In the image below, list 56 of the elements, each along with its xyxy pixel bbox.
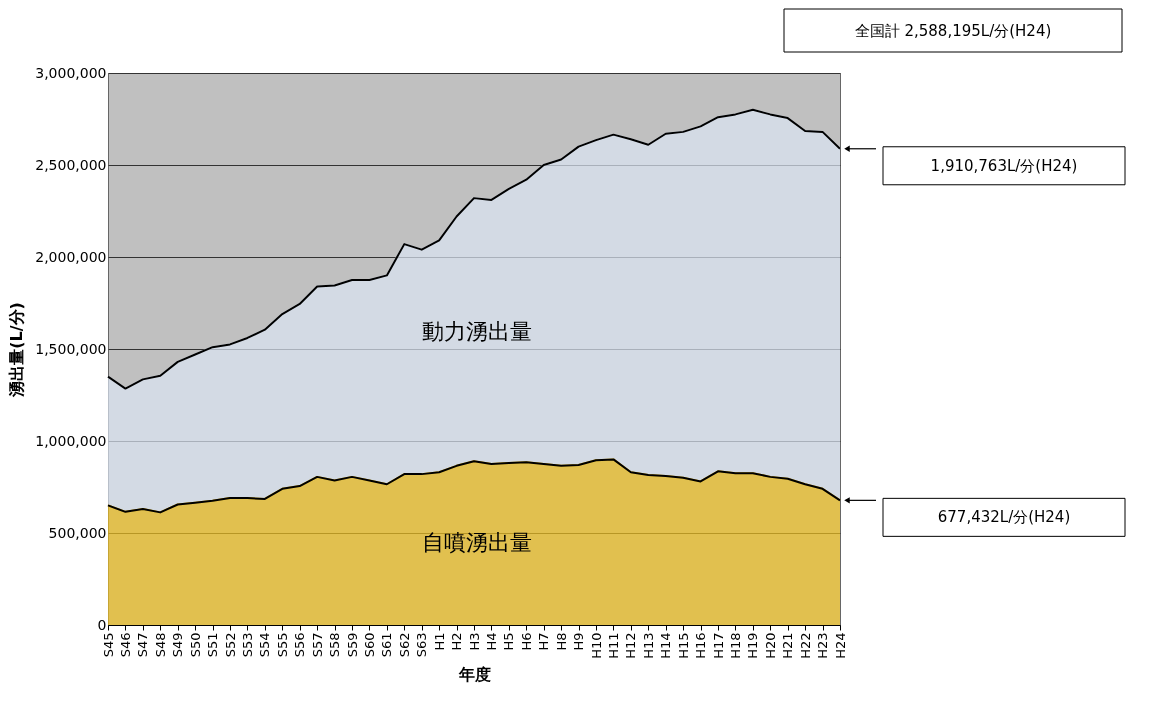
x-tick-label: S55 <box>274 632 290 658</box>
x-tick-label: H20 <box>762 632 778 659</box>
x-tick-label: H22 <box>797 632 813 659</box>
x-tick-label: S52 <box>222 632 238 658</box>
x-tick-label: S47 <box>135 632 151 658</box>
x-tick-label: H4 <box>483 632 499 651</box>
x-tick-label: S50 <box>187 632 203 658</box>
x-tick-label: H10 <box>588 632 604 659</box>
x-tick-label: H14 <box>658 632 674 659</box>
y-tick-label: 2,000,000 <box>35 248 107 265</box>
x-tick-label: H5 <box>501 632 517 651</box>
x-tick-label: S59 <box>344 632 360 658</box>
x-tick-label: H11 <box>605 632 621 659</box>
x-tick-label: S49 <box>170 632 186 658</box>
x-tick-label: H2 <box>449 632 465 651</box>
x-tick-label: S58 <box>327 632 343 658</box>
series-label: 動力湧出量 <box>422 319 532 344</box>
x-tick-label: S63 <box>414 632 430 658</box>
y-tick-label: 500,000 <box>48 524 107 541</box>
x-tick-label: H6 <box>518 632 534 651</box>
x-tick-label: H3 <box>466 632 482 651</box>
y-tick-label: 1,000,000 <box>35 432 107 449</box>
x-tick-label: H18 <box>727 632 743 659</box>
x-tick-label: H21 <box>780 632 796 659</box>
x-tick-label: H9 <box>571 632 587 651</box>
x-tick-label: S56 <box>292 632 308 658</box>
x-tick-label: S62 <box>396 632 412 658</box>
y-tick-label: 1,500,000 <box>35 340 107 357</box>
x-tick-label: H16 <box>693 632 709 659</box>
x-tick-label: S53 <box>239 632 255 658</box>
text: 全国計 2,588,195L/分(H24) <box>854 22 1052 40</box>
y-axis-title: 湧出量(L/分) <box>7 302 27 398</box>
x-tick-label: S45 <box>100 632 116 658</box>
x-tick-label: S61 <box>379 632 395 658</box>
x-tick-label: H1 <box>431 632 447 651</box>
x-tick-label: H19 <box>745 632 761 659</box>
x-tick-label: H7 <box>536 632 552 651</box>
text: 677,432L/分(H24) <box>937 508 1071 527</box>
x-tick-label: S54 <box>257 632 273 658</box>
x-tick-label: S60 <box>361 632 377 658</box>
x-tick-label: S57 <box>309 632 325 658</box>
x-tick-label: S46 <box>117 632 133 658</box>
x-tick-label: H12 <box>623 632 639 659</box>
y-tick-label: 2,500,000 <box>35 156 107 173</box>
text: 1,910,763L/分(H24) <box>930 156 1078 175</box>
x-tick-label: H23 <box>815 632 831 659</box>
x-tick-label: S48 <box>152 632 168 658</box>
x-tick-label: H17 <box>710 632 726 659</box>
y-tick-label: 0 <box>97 616 107 633</box>
y-tick-label: 3,000,000 <box>35 64 107 81</box>
x-tick-label: S51 <box>205 632 221 658</box>
x-tick-label: H8 <box>553 632 569 651</box>
x-tick-label: H24 <box>832 632 848 659</box>
x-axis-title: 年度 <box>457 664 491 684</box>
x-tick-label: H15 <box>675 632 691 659</box>
x-tick-label: H13 <box>640 632 656 659</box>
